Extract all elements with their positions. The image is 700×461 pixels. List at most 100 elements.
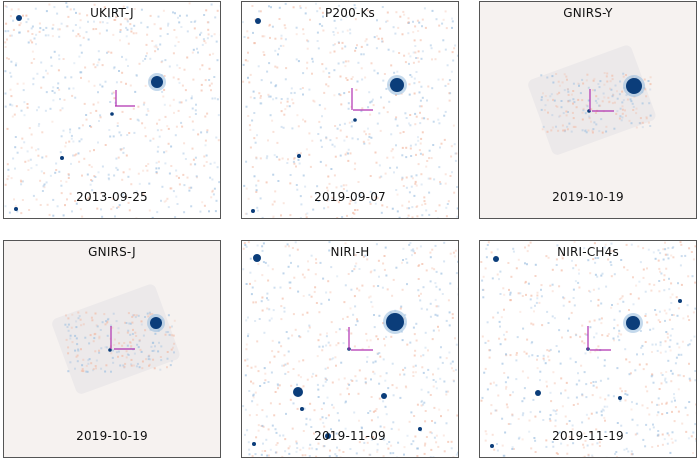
noise-pixel [281, 364, 284, 367]
noise-pixel [298, 335, 301, 338]
noise-pixel [392, 156, 395, 159]
noise-pixel [268, 62, 271, 65]
noise-pixel [427, 177, 430, 180]
noise-pixel [511, 446, 514, 449]
noise-pixel [377, 285, 380, 287]
noise-pixel [125, 154, 128, 157]
noise-pixel [559, 362, 562, 365]
noise-pixel [625, 74, 627, 76]
noise-pixel [246, 60, 249, 63]
noise-pixel [354, 265, 357, 268]
noise-pixel [98, 58, 101, 61]
noise-pixel [106, 334, 109, 337]
noise-pixel [436, 314, 439, 317]
noise-pixel [556, 105, 559, 108]
noise-pixel [522, 327, 525, 330]
noise-pixel [32, 194, 35, 197]
noise-pixel [332, 406, 335, 409]
noise-pixel [432, 385, 435, 388]
noise-pixel [378, 397, 381, 400]
noise-pixel [427, 85, 430, 88]
noise-pixel [564, 415, 567, 418]
noise-pixel [164, 59, 167, 62]
noise-pixel [56, 12, 59, 15]
noise-pixel [453, 255, 456, 258]
noise-pixel [597, 304, 600, 307]
noise-pixel [259, 385, 262, 387]
noise-pixel [546, 76, 549, 79]
noise-pixel [482, 275, 485, 278]
noise-pixel [306, 39, 309, 42]
noise-pixel [386, 206, 389, 209]
noise-pixel [255, 301, 257, 304]
noise-pixel [422, 403, 425, 406]
noise-pixel [293, 91, 296, 94]
noise-pixel [424, 26, 427, 29]
noise-pixel [31, 41, 34, 44]
noise-pixel [383, 73, 386, 75]
noise-pixel [433, 406, 436, 409]
noise-pixel [558, 329, 561, 332]
noise-pixel [448, 311, 451, 314]
noise-pixel [208, 67, 211, 70]
noise-pixel [117, 355, 119, 358]
noise-pixel [93, 337, 96, 340]
noise-pixel [585, 413, 588, 416]
noise-pixel [254, 141, 257, 144]
noise-pixel [110, 208, 113, 211]
noise-pixel [427, 368, 430, 371]
noise-pixel [688, 377, 691, 380]
noise-pixel [328, 182, 331, 185]
noise-pixel [316, 383, 319, 386]
noise-pixel [403, 446, 406, 449]
noise-pixel [496, 248, 499, 251]
noise-pixel [684, 254, 687, 257]
noise-pixel [322, 29, 325, 32]
noise-pixel [195, 103, 197, 106]
noise-pixel [160, 61, 163, 64]
noise-pixel [653, 283, 656, 286]
noise-pixel [304, 454, 307, 457]
noise-pixel [309, 18, 311, 21]
noise-pixel [528, 430, 531, 433]
noise-pixel [127, 65, 129, 67]
noise-pixel [638, 363, 641, 366]
noise-pixel [666, 442, 669, 445]
noise-pixel [569, 99, 572, 102]
noise-pixel [666, 412, 669, 414]
noise-pixel [336, 275, 339, 278]
noise-pixel [688, 362, 690, 365]
noise-pixel [129, 322, 132, 325]
noise-pixel [323, 445, 326, 448]
panel-3-filter-label: GNIRS-Y [563, 6, 613, 20]
noise-pixel [347, 273, 350, 275]
noise-pixel [43, 183, 46, 186]
noise-pixel [431, 58, 433, 61]
noise-pixel [349, 307, 352, 310]
noise-pixel [142, 59, 145, 62]
noise-pixel [414, 435, 417, 438]
noise-pixel [88, 342, 91, 345]
noise-pixel [595, 386, 598, 389]
noise-pixel [287, 158, 289, 161]
noise-pixel [607, 394, 610, 397]
noise-pixel [10, 177, 13, 180]
noise-pixel [178, 67, 181, 69]
noise-pixel [22, 82, 25, 85]
panel-4-image [4, 241, 220, 457]
noise-pixel [363, 441, 366, 444]
noise-pixel [19, 22, 22, 25]
panel-2-image [242, 2, 458, 218]
noise-pixel [322, 15, 324, 18]
noise-pixel [381, 437, 384, 440]
noise-pixel [400, 92, 403, 95]
noise-pixel [314, 192, 317, 195]
noise-pixel [299, 7, 302, 9]
noise-pixel [77, 348, 80, 351]
noise-pixel [14, 146, 17, 149]
noise-pixel [656, 403, 659, 406]
noise-pixel [167, 206, 170, 209]
noise-pixel [437, 445, 440, 448]
noise-pixel [302, 174, 305, 177]
noise-pixel [336, 412, 339, 415]
